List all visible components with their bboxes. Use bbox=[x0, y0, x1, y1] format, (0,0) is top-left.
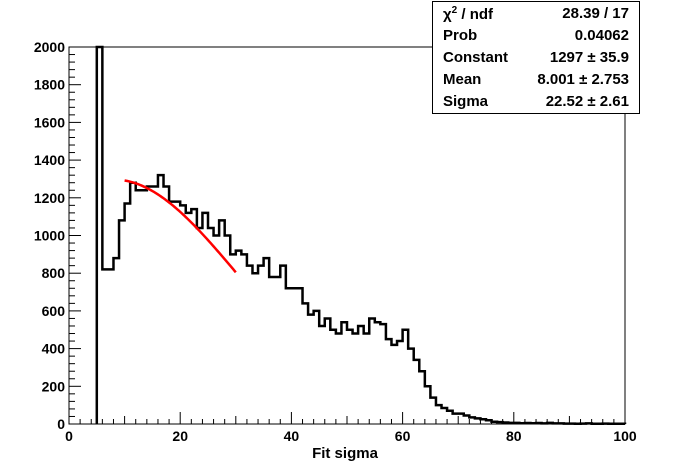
x-axis-ticks: 0 20 40 60 80 100 bbox=[65, 412, 637, 444]
y-tick-label: 0 bbox=[57, 416, 65, 432]
y-tick-label: 2000 bbox=[34, 39, 65, 55]
y-tick-label: 800 bbox=[42, 265, 66, 281]
fit-curve bbox=[124, 179, 237, 274]
stats-value-prob: 0.04062 bbox=[574, 27, 629, 44]
x-tick-label: 20 bbox=[172, 428, 188, 444]
x-tick-label: 0 bbox=[65, 428, 73, 444]
histogram-line bbox=[95, 45, 627, 426]
stats-label-mean: Mean bbox=[443, 71, 482, 88]
y-tick-label: 200 bbox=[42, 378, 66, 394]
stats-label-prob: Prob bbox=[443, 27, 478, 44]
y-tick-label: 1600 bbox=[34, 114, 65, 130]
stats-label-constant: Constant bbox=[443, 49, 508, 66]
y-axis-ticks: 0 200 400 600 800 1000 1200 1400 1600 1800 2000 bbox=[34, 39, 81, 432]
y-tick-label: 400 bbox=[42, 341, 66, 357]
stats-box: χ2 / ndf 28.39 / 17 Prob 0.04062 Constan… bbox=[432, 1, 640, 114]
x-tick-label: 80 bbox=[506, 428, 522, 444]
stats-row-chi2: χ2 / ndf 28.39 / 17 bbox=[433, 2, 639, 24]
stats-label-sigma: Sigma bbox=[443, 93, 489, 110]
stats-row-mean: Mean 8.001 ± 2.753 bbox=[433, 68, 639, 90]
stats-value-sigma: 22.52 ± 2.61 bbox=[545, 93, 629, 110]
x-axis-label: Fit sigma bbox=[312, 445, 379, 462]
y-tick-label: 1200 bbox=[34, 190, 65, 206]
x-tick-label: 100 bbox=[613, 428, 637, 444]
stats-row-prob: Prob 0.04062 bbox=[433, 24, 639, 46]
y-tick-label: 1000 bbox=[34, 228, 65, 244]
y-tick-label: 600 bbox=[42, 303, 66, 319]
stats-value-chi2: 28.39 / 17 bbox=[562, 5, 629, 22]
x-tick-label: 40 bbox=[284, 428, 300, 444]
stats-value-constant: 1297 ± 35.9 bbox=[549, 49, 629, 66]
x-tick-label: 60 bbox=[395, 428, 411, 444]
stats-value-mean: 8.001 ± 2.753 bbox=[537, 71, 629, 88]
y-tick-label: 1400 bbox=[34, 152, 65, 168]
stats-row-constant: Constant 1297 ± 35.9 bbox=[433, 46, 639, 68]
stats-row-sigma: Sigma 22.52 ± 2.61 bbox=[433, 90, 639, 112]
y-tick-label: 1800 bbox=[34, 77, 65, 93]
stats-label-chi2: χ2 / ndf bbox=[443, 5, 494, 23]
